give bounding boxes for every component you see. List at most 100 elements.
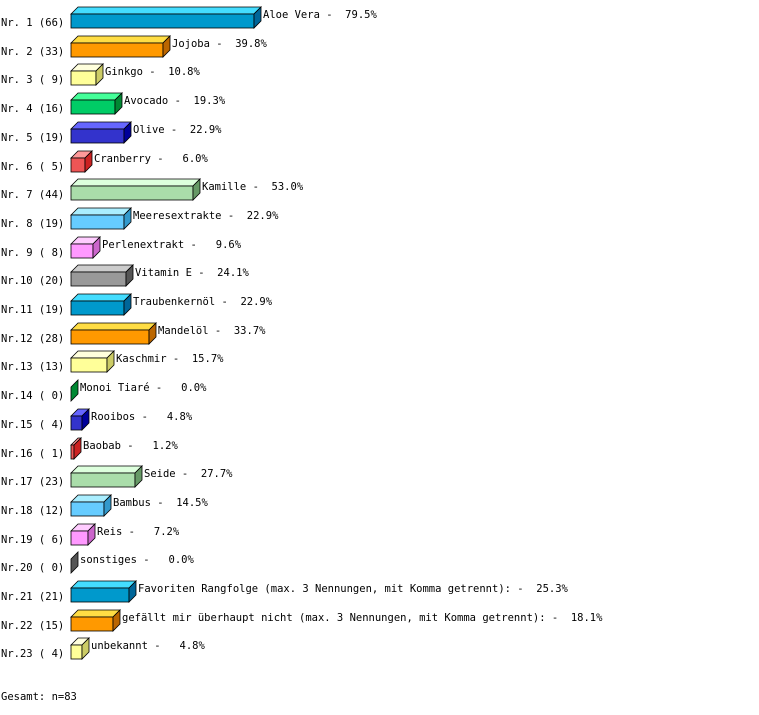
bar-top bbox=[70, 35, 171, 44]
bar-top bbox=[70, 207, 132, 216]
bar bbox=[70, 530, 89, 546]
bar-side bbox=[123, 207, 132, 230]
bar bbox=[70, 444, 75, 460]
bar-side bbox=[114, 92, 123, 115]
bar bbox=[70, 99, 116, 115]
bar bbox=[70, 70, 97, 86]
bar-top bbox=[70, 178, 201, 187]
row-rank-label: Nr. 3 ( 9) bbox=[1, 74, 64, 86]
bar bbox=[70, 128, 125, 144]
bar-value-label: Cranberry - 6.0% bbox=[94, 153, 208, 165]
row-rank-label: Nr. 4 (16) bbox=[1, 103, 64, 115]
bar bbox=[70, 13, 255, 29]
bar-top bbox=[70, 92, 123, 101]
bar-top bbox=[70, 322, 157, 331]
bar bbox=[70, 243, 94, 259]
bar-value-label: Avocado - 19.3% bbox=[124, 95, 226, 107]
row-rank-label: Nr.11 (19) bbox=[1, 304, 64, 316]
bar-top bbox=[70, 6, 262, 15]
bar-side bbox=[95, 63, 104, 86]
row-rank-label: Nr.15 ( 4) bbox=[1, 419, 64, 431]
bar-value-label: Monoi Tiaré - 0.0% bbox=[80, 382, 207, 394]
bar-side bbox=[84, 150, 93, 173]
bar-value-label: Ginkgo - 10.8% bbox=[105, 66, 201, 78]
bar-top bbox=[70, 121, 132, 130]
bar-value-label: Aloe Vera - 79.5% bbox=[263, 9, 377, 21]
row-rank-label: Nr. 1 (66) bbox=[1, 17, 64, 29]
row-rank-label: Nr. 7 (44) bbox=[1, 189, 64, 201]
bar-side bbox=[112, 609, 121, 632]
row-rank-label: Nr.14 ( 0) bbox=[1, 390, 64, 402]
bar bbox=[70, 157, 86, 173]
bar-value-label: Vitamin E - 24.1% bbox=[135, 267, 249, 279]
bar-top bbox=[70, 609, 121, 618]
bar-top bbox=[70, 465, 143, 474]
bar-value-label: gefällt mir überhaupt nicht (max. 3 Nenn… bbox=[122, 612, 603, 624]
bar-side bbox=[123, 293, 132, 316]
bar-side bbox=[87, 523, 96, 546]
bar-value-label: Kamille - 53.0% bbox=[202, 181, 304, 193]
row-rank-label: Nr. 2 (33) bbox=[1, 46, 64, 58]
row-rank-label: Nr.12 (28) bbox=[1, 333, 64, 345]
total-count: Gesamt: n=83 bbox=[1, 691, 77, 703]
bar-side bbox=[134, 465, 143, 488]
bar bbox=[70, 587, 130, 603]
bar-side bbox=[73, 437, 82, 460]
bar-top bbox=[70, 264, 134, 273]
bar-side bbox=[70, 551, 79, 574]
row-rank-label: Nr. 6 ( 5) bbox=[1, 161, 64, 173]
bar-value-label: Jojoba - 39.8% bbox=[172, 38, 268, 50]
bar-top bbox=[70, 580, 137, 589]
bar bbox=[70, 185, 194, 201]
bar bbox=[70, 271, 127, 287]
bar bbox=[70, 357, 108, 373]
bar-top bbox=[70, 293, 132, 302]
bar-value-label: Meeresextrakte - 22.9% bbox=[133, 210, 279, 222]
bar bbox=[70, 644, 83, 660]
bar bbox=[70, 472, 136, 488]
bar-side bbox=[192, 178, 201, 201]
row-rank-label: Nr. 5 (19) bbox=[1, 132, 64, 144]
row-rank-label: Nr.23 ( 4) bbox=[1, 648, 64, 660]
bar-side bbox=[70, 379, 79, 402]
bar-value-label: Mandelöl - 33.7% bbox=[158, 325, 266, 337]
bar-value-label: Olive - 22.9% bbox=[133, 124, 222, 136]
row-rank-label: Nr.18 (12) bbox=[1, 505, 64, 517]
bar bbox=[70, 616, 114, 632]
bar bbox=[70, 300, 125, 316]
bar-side bbox=[123, 121, 132, 144]
bar bbox=[70, 415, 83, 431]
bar-value-label: Perlenextrakt - 9.6% bbox=[102, 239, 242, 251]
bar-side bbox=[162, 35, 171, 58]
row-rank-label: Nr. 8 (19) bbox=[1, 218, 64, 230]
bar-value-label: Seide - 27.7% bbox=[144, 468, 233, 480]
bar-value-label: Bambus - 14.5% bbox=[113, 497, 209, 509]
bar bbox=[70, 42, 164, 58]
bar-side bbox=[148, 322, 157, 345]
bar-value-label: Favoriten Rangfolge (max. 3 Nennungen, m… bbox=[138, 583, 569, 595]
bar-side bbox=[81, 408, 90, 431]
bar bbox=[70, 501, 105, 517]
row-rank-label: Nr.16 ( 1) bbox=[1, 448, 64, 460]
bar-side bbox=[106, 350, 115, 373]
bar-side bbox=[92, 236, 101, 259]
bar-value-label: Rooibos - 4.8% bbox=[91, 411, 193, 423]
bar-value-label: Traubenkernöl - 22.9% bbox=[133, 296, 273, 308]
bar-value-label: sonstiges - 0.0% bbox=[80, 554, 194, 566]
bar-side bbox=[128, 580, 137, 603]
row-rank-label: Nr.21 (21) bbox=[1, 591, 64, 603]
bar-value-label: Baobab - 1.2% bbox=[83, 440, 179, 452]
row-rank-label: Nr.19 ( 6) bbox=[1, 534, 64, 546]
bar-side bbox=[125, 264, 134, 287]
row-rank-label: Nr.10 (20) bbox=[1, 275, 64, 287]
bar bbox=[70, 329, 150, 345]
row-rank-label: Nr.22 (15) bbox=[1, 620, 64, 632]
row-rank-label: Nr.17 (23) bbox=[1, 476, 64, 488]
bar-value-label: Kaschmir - 15.7% bbox=[116, 353, 224, 365]
bar-value-label: unbekannt - 4.8% bbox=[91, 640, 205, 652]
row-rank-label: Nr.20 ( 0) bbox=[1, 562, 64, 574]
bar-side bbox=[253, 6, 262, 29]
bar bbox=[70, 214, 125, 230]
row-rank-label: Nr.13 (13) bbox=[1, 361, 64, 373]
